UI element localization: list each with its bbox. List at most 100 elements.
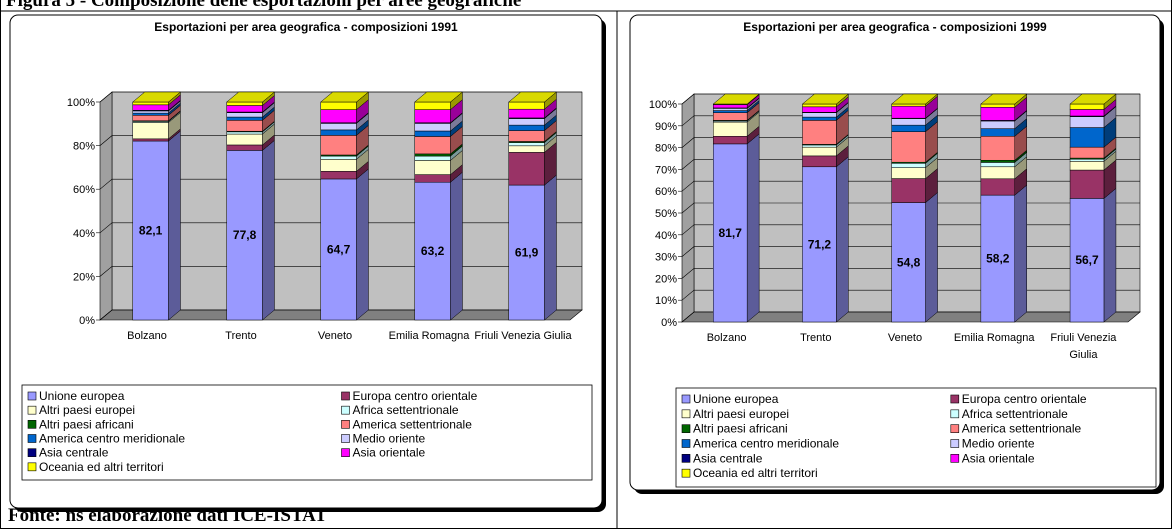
bar-segment: [802, 112, 837, 118]
bar-segment: [802, 155, 837, 168]
bar-segment: [132, 104, 169, 111]
bar-segment: [713, 108, 748, 111]
bar-side: [925, 192, 938, 323]
bar-segment: [414, 160, 451, 175]
bar-segment: [132, 115, 169, 121]
bar-segment: [414, 101, 451, 110]
bar-segment: [802, 144, 837, 148]
bar-segment: [226, 150, 263, 321]
x-tick-label-box: Veneto: [888, 332, 922, 344]
bar-segment: [508, 145, 545, 153]
x-tick-label-box: Friuli Venezia Giulia: [1050, 332, 1116, 361]
legend-label: Asia centrale: [693, 451, 763, 465]
legend-swatch: [27, 420, 37, 429]
bar-segment: [713, 112, 748, 121]
bar-top: [801, 93, 850, 105]
bar-segment: [802, 116, 837, 121]
y-tick-label: 60%: [73, 184, 95, 196]
bar-side: [836, 156, 849, 323]
bar-segment: [414, 174, 451, 183]
y-tick-label: 80%: [655, 143, 677, 155]
y-tick-label: 100%: [649, 99, 677, 111]
value-label: 63,2: [421, 244, 445, 258]
y-tick-label: 70%: [655, 164, 677, 176]
legend-swatch: [950, 454, 960, 463]
bar-top: [226, 91, 276, 103]
bar-segment: [132, 101, 169, 106]
bar-segment: [320, 101, 357, 110]
legend-swatch: [341, 420, 350, 429]
bar-segment: [320, 135, 357, 156]
legend-swatch: [341, 448, 350, 457]
bar-segment: [802, 106, 837, 113]
legend-label: Oceania ed altri territori: [693, 466, 818, 480]
bar-segment: [320, 109, 357, 123]
bar-segment: [713, 143, 748, 323]
bar-segment: [508, 101, 545, 110]
x-tick-label: Friuli Venezia Giulia: [474, 330, 572, 342]
bar-segment: [1069, 109, 1105, 117]
bar-segment: [713, 104, 748, 109]
bar-segment: [891, 163, 926, 168]
bar-segment: [713, 110, 748, 113]
bar-segment: [414, 136, 451, 155]
value-label: 77,8: [233, 228, 257, 242]
value-label: 82,1: [139, 224, 163, 238]
bar-top: [320, 91, 370, 103]
x-tick-label: Bolzano: [127, 330, 167, 342]
bar-top: [132, 91, 182, 103]
legend-label: Medio oriente: [962, 437, 1035, 451]
bar-segment: [891, 131, 926, 163]
bar-segment: [508, 130, 545, 142]
bar-side: [544, 174, 557, 321]
bar-segment: [414, 153, 451, 157]
legend-swatch: [27, 391, 37, 401]
bar-segment: [414, 123, 451, 132]
legend-label: Africa settentrionale: [962, 407, 1068, 421]
bar-segment: [414, 109, 451, 123]
bar-segment: [1069, 161, 1105, 171]
bar-side: [1103, 187, 1117, 323]
bar-side: [1014, 184, 1027, 323]
y-tick-label: 0%: [79, 315, 95, 327]
bar-segment: [226, 144, 263, 151]
heading: Figura 5 - Composizione delle esportazio…: [6, 0, 521, 11]
legend-label: America centro meridionale: [693, 437, 839, 451]
legend-swatch: [950, 394, 960, 404]
x-tick-label: Bolzano: [706, 332, 747, 344]
legend-swatch: [681, 468, 691, 478]
legend-label: America centro meridionale: [39, 432, 185, 446]
legend-label: Altri paesi europei: [693, 407, 789, 421]
legend-swatch: [27, 448, 37, 457]
legend-swatch: [681, 409, 691, 419]
bar-segment: [713, 136, 748, 145]
y-tick-label: 90%: [655, 121, 677, 133]
bar-segment: [980, 107, 1015, 121]
y-tick-label: 40%: [655, 230, 677, 242]
bar-segment: [980, 159, 1015, 163]
legend-label: Altri paesi africani: [39, 417, 134, 431]
legend-label: Asia centrale: [39, 446, 109, 460]
side-wall: [99, 91, 113, 321]
legend-label: Oceania ed altri territori: [39, 460, 164, 474]
y-tick-label: 50%: [655, 208, 677, 220]
y-tick-label: 20%: [73, 271, 95, 283]
legend-swatch: [681, 439, 691, 448]
x-tick-label-box: Bolzano: [127, 330, 167, 342]
bar-segment: [320, 159, 357, 172]
legend-label: Altri paesi europei: [39, 403, 135, 417]
bar-segment: [891, 178, 926, 203]
legend-swatch: [341, 391, 350, 401]
y-tick-label: 0%: [661, 317, 677, 329]
y-tick-label: 20%: [655, 273, 677, 285]
value-label: 64,7: [327, 242, 351, 256]
bar-top: [980, 93, 1028, 105]
bar-segment: [132, 122, 169, 140]
bar-segment: [414, 155, 451, 161]
grid-line: [99, 91, 582, 103]
legend-swatch: [27, 434, 37, 443]
legend-swatch: [681, 424, 691, 433]
bar-segment: [226, 112, 263, 118]
value-label: 56,7: [1075, 253, 1099, 267]
